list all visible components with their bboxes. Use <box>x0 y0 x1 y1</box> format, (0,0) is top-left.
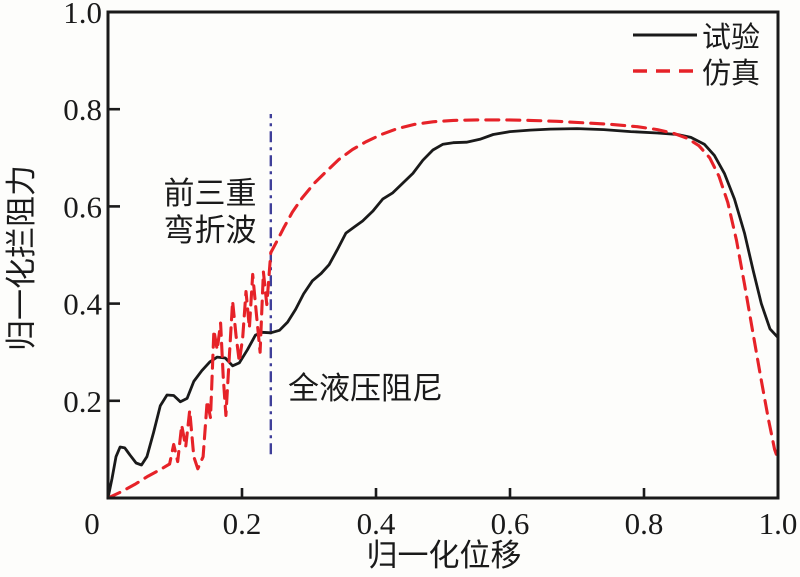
annotation-bending-waves: 前三重 弯折波 <box>164 176 257 248</box>
y-tick-label: 0.8 <box>63 92 102 127</box>
x-tick-label: 0.8 <box>625 506 664 541</box>
y-tick-label: 0.6 <box>63 189 102 224</box>
annotation-bending-waves-line2: 弯折波 <box>164 213 257 248</box>
legend: 试验 仿真 <box>702 21 760 90</box>
x-tick-label: 0.2 <box>223 506 262 541</box>
x-tick-label: 0.4 <box>357 506 396 541</box>
x-tick-label: 0 <box>84 506 100 541</box>
plot-dynamic-layer: 0 0.2 0.4 0.6 0.8 1.0 0.2 0.4 0.6 0.8 1.0 <box>63 0 797 541</box>
x-axis-title: 归一化位移 <box>367 538 522 573</box>
y-tick-label: 0.4 <box>63 287 102 322</box>
x-tick-label: 0.6 <box>491 506 530 541</box>
y-axis-title: 归一化拦阻力 <box>4 165 39 351</box>
x-tick-label: 1.0 <box>759 506 798 541</box>
y-tick-label: 1.0 <box>63 0 102 30</box>
plot-frame <box>106 10 780 500</box>
annotation-bending-waves-line1: 前三重 <box>164 176 257 211</box>
curve-simulation <box>106 118 780 500</box>
y-tick-label: 0.2 <box>63 384 102 419</box>
legend-label-test: 试验 <box>702 21 760 54</box>
legend-label-sim: 仿真 <box>702 57 760 90</box>
curve-test <box>106 127 780 500</box>
annotation-hydraulic-damping: 全液压阻尼 <box>288 371 443 406</box>
